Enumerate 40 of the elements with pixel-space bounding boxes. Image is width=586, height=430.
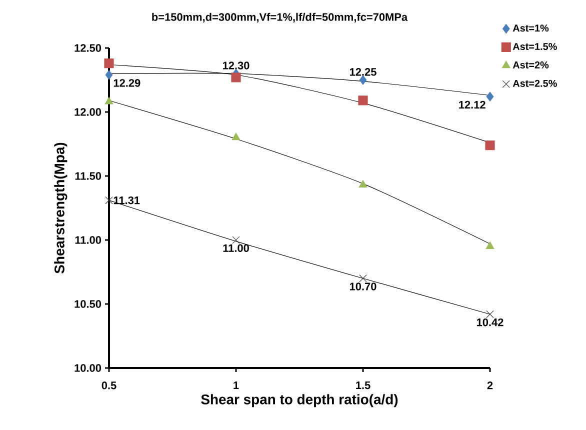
point <box>231 72 241 82</box>
point <box>485 140 495 150</box>
x-tick-label: 1 <box>234 382 239 390</box>
point <box>105 70 113 80</box>
chart-title: b=150mm,d=300mm,Vf=1%,lf/df=50mm,fc=70MPa <box>152 12 408 23</box>
legend-label: Ast=1% <box>512 24 549 32</box>
point <box>232 236 240 244</box>
x-axis-title: Shear span to depth ratio(a/d) <box>201 394 398 408</box>
point <box>104 58 114 68</box>
x-tick-label: 2 <box>487 382 493 390</box>
data-label: 11.00 <box>223 244 249 252</box>
data-label: 12.12 <box>459 100 486 108</box>
point <box>359 75 367 85</box>
y-tick-label: 11.00 <box>75 236 102 244</box>
y-tick-label: 11.50 <box>75 172 102 180</box>
data-label: 10.70 <box>350 282 376 290</box>
point <box>104 96 114 104</box>
point <box>486 310 494 318</box>
x-tick-label: 0.5 <box>102 382 116 390</box>
legend-label: Ast=1.5% <box>512 42 557 50</box>
point <box>359 274 367 282</box>
point <box>486 242 494 249</box>
y-tick-label: 12.00 <box>74 108 102 116</box>
point <box>358 180 368 188</box>
data-label: 12.29 <box>114 79 140 87</box>
data-label: 10.42 <box>476 318 504 326</box>
x-tick-label: 1.5 <box>356 382 370 390</box>
y-tick-label: 12.50 <box>74 44 102 52</box>
point <box>232 132 240 140</box>
point <box>105 196 113 204</box>
data-label: 11.31 <box>114 196 140 204</box>
y-axis-title: Shearstrength(Mpa) <box>54 142 68 274</box>
data-label: 12.25 <box>350 68 376 76</box>
legend-label: Ast=2% <box>512 61 549 68</box>
y-tick-label: 10.00 <box>74 364 102 372</box>
y-tick-label: 10.50 <box>74 300 102 308</box>
point <box>358 96 368 106</box>
data-label: 12.30 <box>222 62 250 70</box>
legend-label: Ast=2.5% <box>512 80 557 87</box>
point <box>486 92 494 102</box>
